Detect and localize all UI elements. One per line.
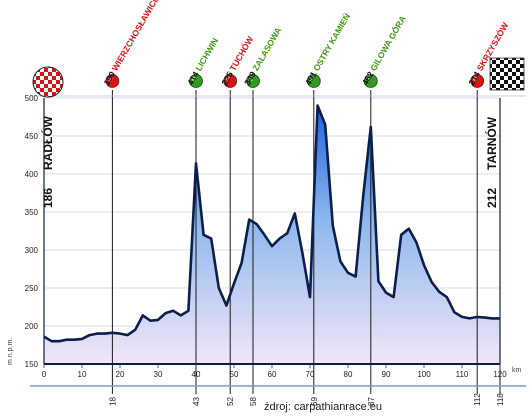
waypoint-marker-shine (309, 76, 314, 82)
x-tick-label: 10 (78, 370, 87, 379)
y-tick-label: 350 (25, 208, 39, 217)
x-tick-label: 120 (493, 370, 507, 379)
y-tick-label: 250 (25, 284, 39, 293)
waypoint-km-labels: 18 43 52 58 69 87 112 118 (108, 393, 505, 406)
x-tick-label: 60 (268, 370, 277, 379)
y-tick-label: 200 (25, 322, 39, 331)
x-tick-label: 110 (456, 370, 469, 379)
waypoint-km-label: 112 (473, 393, 482, 406)
x-tick-label: 80 (344, 370, 353, 379)
waypoint-km-label: 69 (310, 397, 319, 406)
x-tick-label: 40 (192, 370, 201, 379)
x-axis-unit: km (512, 367, 522, 374)
x-tick-label: 100 (417, 370, 431, 379)
x-tick-label: 50 (230, 370, 239, 379)
waypoint-marker-shine (191, 76, 197, 82)
x-tick-label: 30 (154, 370, 163, 379)
source-credit: źdroj: carpathianrace.eu (264, 401, 382, 413)
x-tick-label: 90 (382, 370, 391, 379)
waypoint-label: 190 WIERZCHOSŁAWICE (101, 0, 161, 87)
start-elevation: 186 (41, 188, 55, 208)
x-axis-ticks: 0 10 20 30 40 50 60 70 80 90 100 110 120 (42, 364, 507, 379)
y-tick-label: 450 (25, 132, 39, 141)
elevation-profile-line (43, 104, 500, 343)
waypoint-km-label: 18 (108, 397, 117, 406)
waypoint-marker-shine (248, 76, 254, 82)
waypoint-km-label: 43 (192, 397, 201, 406)
waypoint-label: 491 OSTRY KAMIEŃ (303, 12, 352, 87)
y-tick-label: 400 (25, 170, 39, 179)
elevation-area (44, 105, 500, 364)
finish-elevation: 212 (485, 188, 499, 208)
waypoint-marker-shine (366, 76, 371, 82)
waypoint-marker-shine (226, 76, 231, 82)
waypoint-label: 349 ZALASOWA (242, 26, 283, 87)
finish-km-label: 118 (496, 393, 505, 406)
finish-name: TARNÓW (484, 116, 499, 170)
x-tick-label: 20 (116, 370, 125, 379)
x-tick-label: 0 (42, 370, 47, 379)
y-axis-ticks: 150 200 250 300 350 400 450 500 (25, 94, 39, 369)
y-axis-label: m n.p.m. (7, 338, 14, 365)
waypoint-label: 462 GILOWA GÓRA (359, 13, 408, 87)
y-tick-label: 150 (25, 360, 39, 369)
finish-flag-icon (489, 57, 525, 91)
start-name: RADŁÓW (40, 115, 55, 170)
start-flag-icon (32, 66, 64, 98)
y-tick-label: 300 (25, 246, 39, 255)
waypoint-marker-shine (108, 76, 113, 82)
x-tick-label: 70 (306, 370, 315, 379)
waypoint-km-label: 52 (226, 397, 235, 406)
y-tick-label: 500 (25, 94, 39, 103)
waypoint-marker-shine (473, 76, 478, 82)
waypoint-km-label: 87 (367, 397, 376, 406)
waypoint-km-label: 58 (249, 397, 258, 406)
